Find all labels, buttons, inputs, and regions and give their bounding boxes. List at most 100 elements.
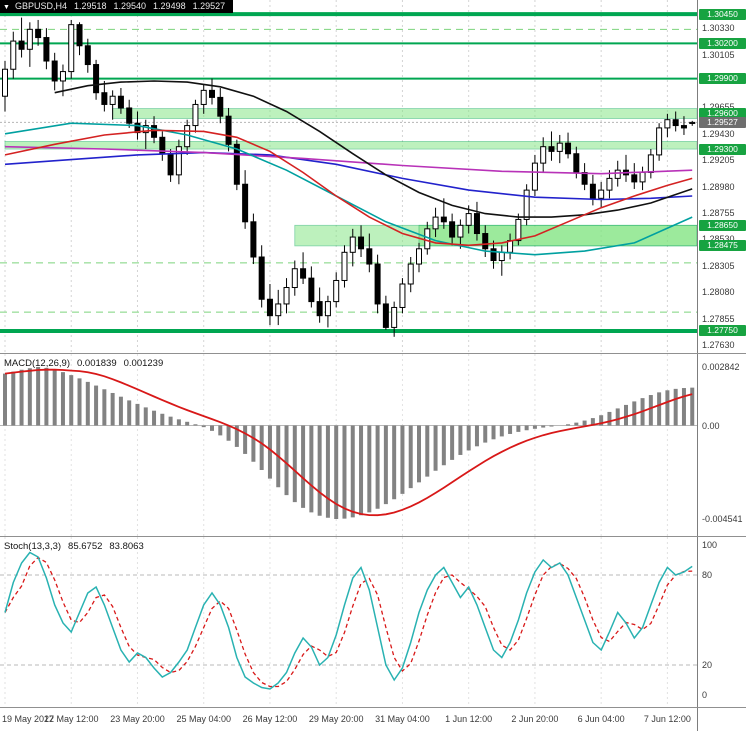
candle	[565, 132, 572, 159]
price-axis[interactable]: 1.303301.301051.298801.296551.294301.292…	[697, 0, 746, 731]
candle	[498, 245, 505, 276]
price-level-badge: 1.28475	[699, 240, 746, 252]
candle	[300, 252, 307, 284]
candle	[449, 213, 456, 246]
candle	[324, 295, 331, 328]
stoch-label: Stoch(13,3,3) 85.6752 83.8063	[4, 541, 144, 552]
candle	[672, 111, 679, 132]
stoch-signal-line	[4, 556, 693, 688]
candle	[10, 31, 17, 79]
candle	[341, 245, 348, 288]
stoch-signal-value: 83.8063	[109, 541, 144, 552]
candle	[680, 116, 687, 135]
candle	[35, 19, 42, 46]
bar-low-value: 1.29498	[153, 1, 186, 11]
price-level-badge: 1.27750	[699, 325, 746, 337]
candle	[366, 233, 373, 273]
candle	[523, 184, 530, 226]
candle	[217, 88, 224, 124]
stoch-name: Stoch(13,3,3)	[4, 541, 62, 552]
candle	[407, 257, 414, 293]
ma-magenta-moving-average-line	[4, 145, 693, 175]
candle	[225, 107, 232, 152]
candle	[250, 213, 257, 265]
candle	[18, 17, 25, 58]
candle	[175, 139, 182, 185]
time-axis-label: 2 Jun 20:00	[511, 714, 559, 724]
macd-indicator-panel[interactable]	[0, 354, 697, 536]
macd-axis-label: 0.002842	[702, 362, 740, 372]
ma-teal-moving-average-line	[4, 122, 693, 256]
candle	[440, 198, 447, 229]
panel-separator[interactable]	[0, 707, 746, 708]
main-price-chart[interactable]	[0, 0, 697, 353]
candle	[656, 123, 663, 161]
candle	[266, 283, 273, 326]
current-price-badge: 1.29527	[699, 116, 746, 128]
stoch-axis-label: 80	[702, 570, 713, 580]
time-axis-label: 31 May 04:00	[375, 714, 430, 724]
time-axis-label: 6 Jun 04:00	[577, 714, 625, 724]
candle	[283, 278, 290, 314]
panel-separator[interactable]	[0, 536, 746, 537]
ma-blue-moving-average-line	[4, 151, 693, 201]
candle	[275, 289, 282, 326]
macd-label: MACD(12,26,9) 0.001839 0.001239	[4, 358, 163, 369]
candle	[316, 287, 323, 323]
candle	[242, 170, 249, 229]
candle	[51, 52, 58, 91]
price-axis-label: 1.28530	[702, 234, 735, 245]
candle	[639, 166, 646, 191]
candle	[589, 174, 596, 206]
time-axis-label: 19 May 2017	[2, 714, 55, 724]
candle	[2, 61, 8, 112]
macd-histogram	[3, 367, 695, 519]
dropdown-arrow-icon[interactable]: ▼	[3, 4, 10, 11]
time-axis-label: 29 May 20:00	[308, 714, 364, 724]
macd-axis-label: 0.00	[702, 420, 720, 431]
candle	[209, 78, 215, 105]
price-level-badge: 1.29600	[699, 108, 746, 120]
candle	[623, 154, 629, 182]
macd-signal-line	[4, 368, 693, 517]
candle	[416, 242, 422, 273]
candle	[117, 88, 124, 114]
candle	[631, 163, 638, 189]
candle	[184, 119, 191, 155]
time-axis-label: 23 May 20:00	[110, 714, 165, 724]
candle	[258, 245, 265, 308]
support-resistance-zone	[4, 141, 697, 150]
candle	[556, 134, 563, 164]
price-level-badge: 1.30450	[699, 8, 746, 20]
price-level-badge: 1.29900	[699, 73, 746, 85]
candle	[109, 90, 116, 120]
candle	[333, 272, 340, 308]
symbol-title: GBPUSD,H4	[14, 1, 67, 11]
price-axis-label: 1.29430	[702, 128, 735, 139]
panel-separator[interactable]	[0, 353, 746, 354]
time-axis[interactable]: 19 May 2017 22 May 12:00 23 May 20:00 25 Ma…	[0, 708, 697, 731]
bar-close-value: 1.29527	[192, 1, 226, 11]
time-axis-label: 1 Jun 12:00	[445, 714, 493, 724]
candle	[192, 99, 199, 133]
candle	[391, 301, 398, 337]
price-level-badge: 1.29300	[699, 143, 746, 155]
macd-main-value: 0.001839	[77, 358, 117, 369]
candle	[43, 28, 50, 70]
candle	[399, 278, 406, 314]
stochastic-indicator-panel[interactable]	[0, 537, 697, 707]
candle	[548, 131, 555, 161]
stoch-axis-label: 20	[702, 660, 713, 670]
candle	[93, 59, 100, 100]
candle	[200, 84, 207, 114]
candle	[598, 181, 605, 208]
time-axis-label: 22 May 12:00	[43, 714, 99, 724]
price-axis-label: 1.29655	[702, 102, 735, 112]
time-axis-label: 26 May 12:00	[242, 714, 298, 724]
stoch-axis-label: 100	[702, 540, 718, 550]
candle	[358, 225, 365, 258]
candle	[647, 149, 654, 179]
candle	[291, 260, 298, 296]
stoch-main-value: 85.6752	[68, 541, 103, 552]
